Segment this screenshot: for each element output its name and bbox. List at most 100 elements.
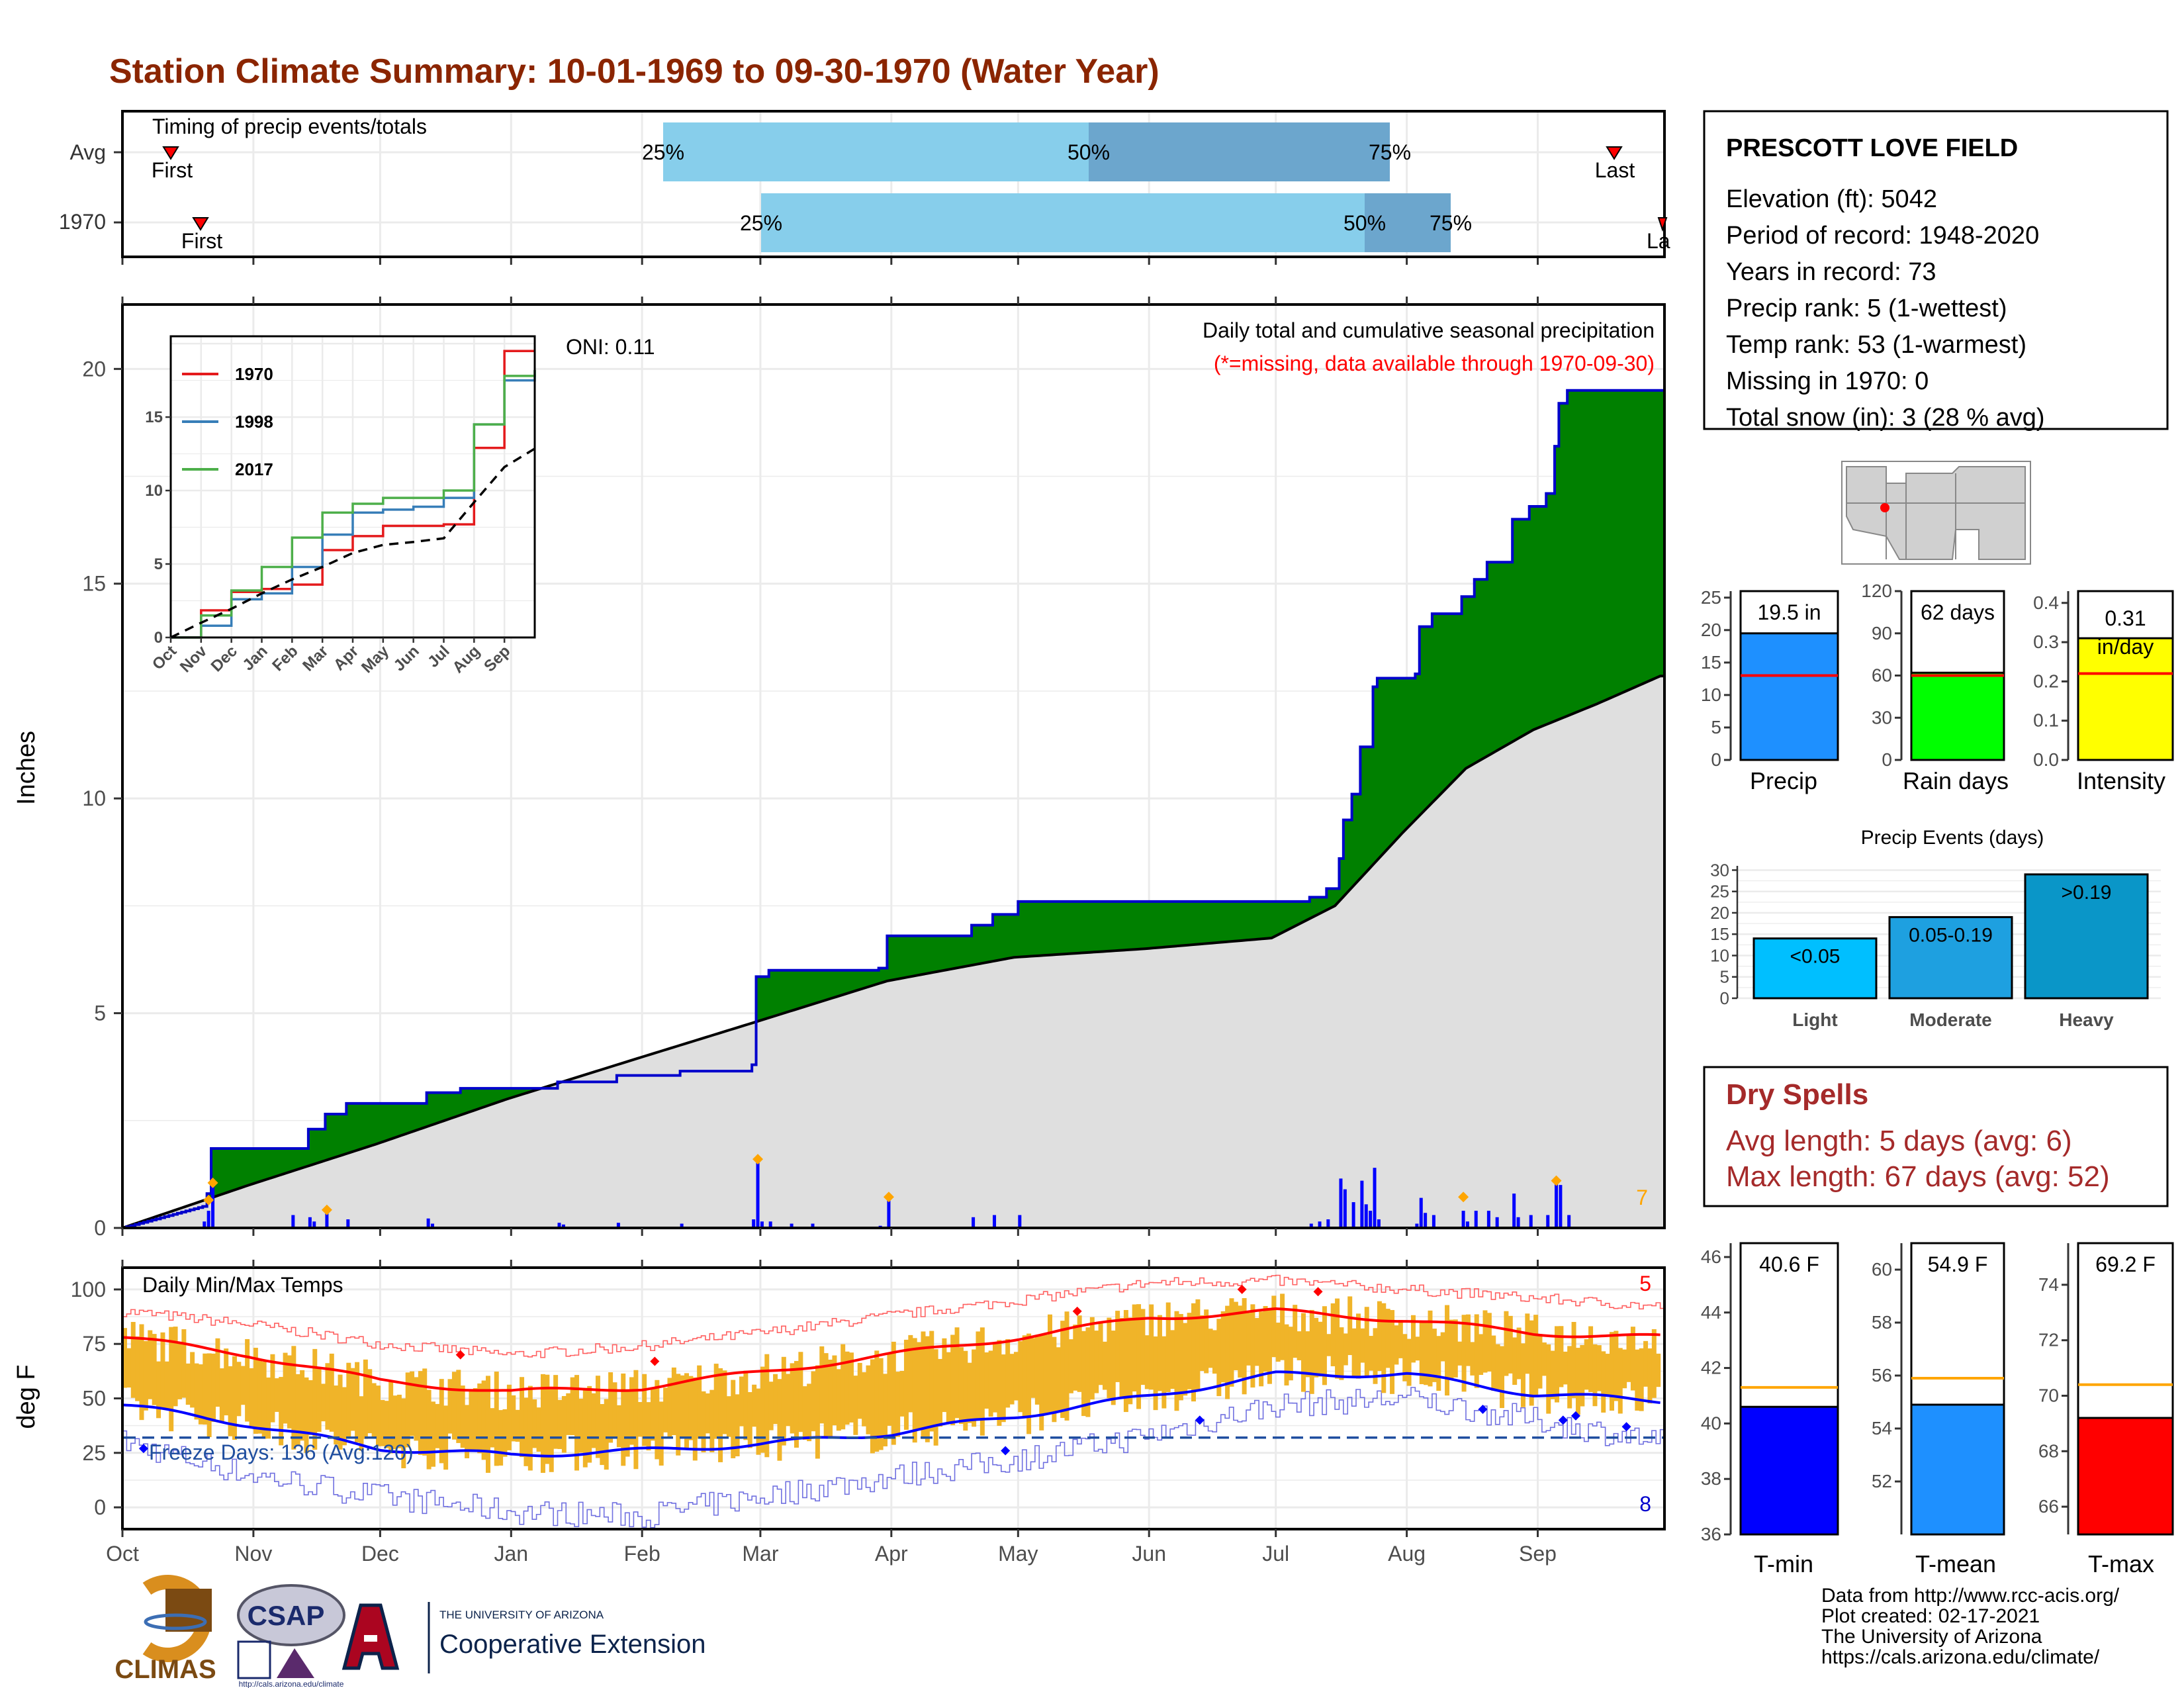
daily-temp-range-bar	[371, 1383, 377, 1436]
precip-departure-fill	[1398, 678, 1404, 835]
daily-temp-range-bar	[1022, 1335, 1027, 1417]
daily-temp-range-bar	[1541, 1342, 1547, 1376]
station-precip-rank: Precip rank: 5 (1-wettest)	[1726, 295, 2007, 322]
dry-spells-box: Dry Spells Avg length: 5 days (avg: 6) M…	[1703, 1066, 2169, 1207]
daily-temp-range-bar	[1195, 1299, 1201, 1390]
precip-departure-fill	[1233, 901, 1239, 941]
precip-departure-fill	[1073, 901, 1078, 954]
timing-avg-25-50-bar	[663, 122, 1089, 181]
daily-temp-range-bar	[1242, 1298, 1247, 1395]
daily-temp-range-bar	[190, 1352, 195, 1408]
daily-temp-range-bar	[355, 1362, 360, 1442]
timing-label: Timing of precip events/totals	[152, 115, 427, 138]
precip-departure-fill	[1318, 897, 1323, 914]
daily-temp-range-bar	[798, 1352, 803, 1432]
daily-temp-range-bar	[1415, 1336, 1420, 1361]
precip-departure-fill	[1191, 901, 1197, 945]
precip-departure-fill	[520, 1088, 525, 1095]
daily-temp-range-bar	[431, 1401, 435, 1467]
precip-departure-fill	[1647, 390, 1653, 681]
footer-line-1: Data from http://www.rcc-acis.org/	[1821, 1585, 2120, 1607]
precip-departure-fill	[1140, 901, 1146, 949]
precip-departure-fill	[950, 935, 956, 969]
precip-departure-fill	[1216, 901, 1222, 943]
daily-temp-range-bar	[1107, 1317, 1112, 1399]
daily-temp-range-bar	[1259, 1311, 1264, 1387]
record-low-marker	[1621, 1422, 1631, 1432]
precip-departure-fill	[828, 970, 833, 999]
daily-temp-range-bar	[456, 1370, 461, 1443]
daily-temp-range-bar	[692, 1377, 698, 1461]
precip-departure-fill	[451, 1092, 457, 1117]
mini-value-bar	[1739, 632, 1839, 761]
precip-departure-fill	[823, 970, 829, 1000]
precip-departure-fill	[1098, 901, 1103, 952]
precip-departure-fill	[1254, 901, 1259, 939]
daily-temp-range-bar	[148, 1330, 153, 1399]
daily-temp-range-bar	[1592, 1344, 1598, 1407]
precip-departure-fill	[1601, 390, 1606, 702]
precip-departure-fill	[1610, 390, 1615, 698]
daily-temp-range-bar	[283, 1352, 288, 1424]
daily-temp-range-bar	[1436, 1336, 1441, 1391]
daily-temp-range-bar	[249, 1368, 254, 1428]
daily-temp-range-bar	[600, 1404, 605, 1466]
precip-departure-fill	[426, 1092, 432, 1127]
daily-temp-range-bar	[777, 1379, 782, 1461]
mini-ytick-label: 70	[2038, 1385, 2059, 1405]
daily-temp-range-bar	[1246, 1313, 1251, 1366]
precip-departure-fill	[1238, 901, 1243, 941]
daily-precip-bar	[312, 1221, 316, 1228]
precip-departure-fill	[1208, 901, 1213, 943]
precip-departure-fill	[1153, 901, 1158, 948]
precip-departure-fill	[1356, 794, 1361, 881]
daily-temp-range-bar	[1102, 1341, 1107, 1390]
precip-departure-fill	[819, 970, 825, 1002]
daily-precip-bar	[680, 1223, 684, 1228]
mini-ytick-label: 120	[1861, 581, 1892, 601]
precip-departure-fill	[1584, 390, 1589, 708]
daily-temp-range-bar	[1617, 1348, 1623, 1414]
mini-box-label: 19.5 in	[1757, 600, 1821, 624]
precip-departure-fill	[756, 976, 761, 1021]
daily-precip-bar	[206, 1211, 210, 1228]
record-precip-marker	[207, 1177, 218, 1188]
daily-precip-bar	[1546, 1215, 1550, 1228]
precip-departure-fill	[1005, 914, 1011, 959]
daily-precip-bar	[291, 1215, 295, 1228]
events-category-label: Light	[1792, 1009, 1837, 1030]
precip-departure-fill	[1555, 446, 1560, 721]
station-snow: Total snow (in): 3 (28 % avg)	[1726, 404, 2045, 432]
daily-temp-range-bar	[460, 1385, 465, 1448]
precip-departure-fill	[388, 1103, 394, 1139]
mini-ytick-label: 68	[2038, 1440, 2059, 1461]
mini-ytick-label: 0	[1711, 749, 1721, 770]
daily-temp-range-bar	[794, 1360, 799, 1448]
daily-temp-range-bar	[1424, 1323, 1429, 1385]
precip-departure-fill	[1314, 897, 1319, 915]
daily-temp-range-bar	[1216, 1319, 1222, 1397]
daily-temp-range-bar	[1034, 1336, 1040, 1405]
precip-departure-fill	[527, 1088, 533, 1092]
station-years: Years in record: 73	[1726, 258, 1936, 286]
record-low-marker	[1001, 1446, 1011, 1456]
precip-departure-fill	[447, 1092, 453, 1119]
precip-departure-fill	[232, 1148, 238, 1190]
precip-departure-fill	[929, 935, 934, 973]
precip-departure-fill	[1474, 579, 1479, 763]
precip-departure-fill	[274, 1148, 279, 1176]
daily-temp-range-bar	[1174, 1311, 1179, 1411]
daily-precip-bar	[1486, 1211, 1490, 1228]
timing-1970-50-75-bar	[1365, 193, 1451, 252]
daily-temp-range-bar	[215, 1338, 220, 1407]
daily-temp-range-bar	[1428, 1310, 1433, 1387]
temp-ytick-label: 0	[94, 1495, 106, 1519]
daily-temp-range-bar	[1529, 1320, 1534, 1406]
daily-temp-range-bar	[1314, 1317, 1319, 1378]
daily-precip-bar	[972, 1217, 976, 1228]
precip-ylabel: Inches	[13, 731, 40, 805]
precip-departure-fill	[857, 970, 862, 990]
daily-precip-bar	[1559, 1185, 1563, 1228]
precip-departure-fill	[376, 1103, 381, 1144]
